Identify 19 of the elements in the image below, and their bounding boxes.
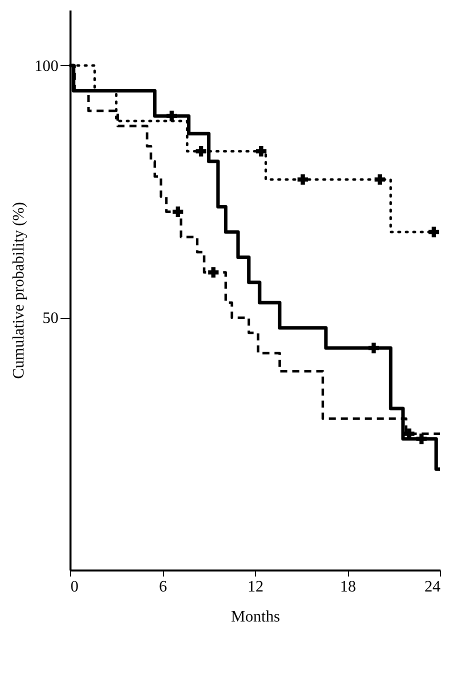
point xyxy=(208,267,219,278)
y-tick-label: 50 xyxy=(42,310,58,328)
y-tick-label: 100 xyxy=(34,58,58,75)
x-tick-label: 0 xyxy=(70,578,78,596)
point xyxy=(298,174,308,185)
x-tick-label: 24 xyxy=(424,578,440,596)
x-tick-label: 6 xyxy=(159,578,167,596)
point xyxy=(172,206,184,218)
point xyxy=(416,434,427,444)
point xyxy=(256,146,266,157)
x-tick-label: 18 xyxy=(340,578,356,596)
point xyxy=(196,146,206,157)
x-axis-title: Months xyxy=(231,608,280,626)
x-tick-label: 12 xyxy=(248,578,264,596)
point xyxy=(368,342,379,354)
y-axis-title: Cumulative probability (%) xyxy=(10,202,28,379)
point xyxy=(374,174,386,185)
point xyxy=(166,110,177,122)
point xyxy=(428,226,440,238)
